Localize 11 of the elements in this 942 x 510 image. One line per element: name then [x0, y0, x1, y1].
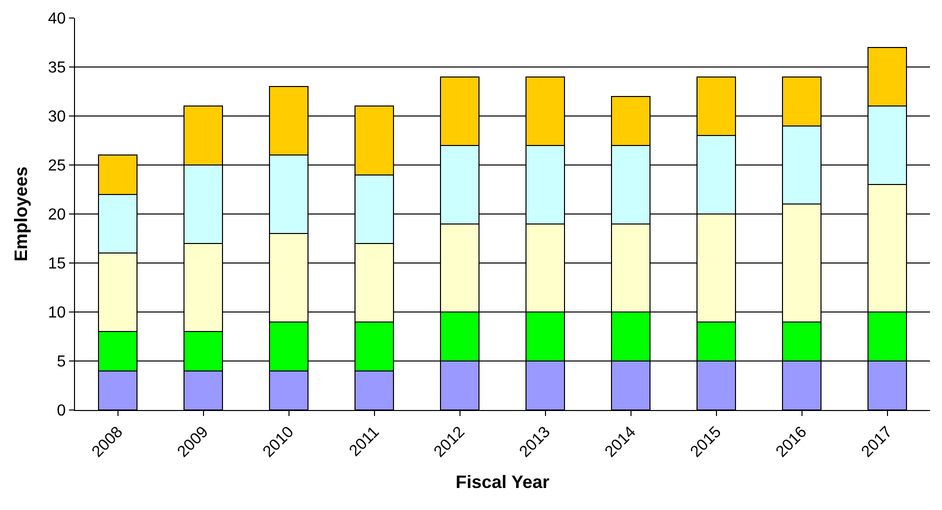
y-tick-label: 5 [56, 354, 66, 371]
y-axis-title: Employees [11, 166, 32, 262]
y-tick-label: 35 [48, 60, 66, 77]
y-tick-label: 10 [48, 304, 66, 322]
y-tick-label: 40 [48, 10, 66, 28]
y-tick-label: 0 [56, 402, 66, 420]
y-tick-label: 25 [48, 158, 66, 175]
y-tick-label: 20 [48, 206, 66, 224]
x-axis-title: Fiscal Year [456, 472, 550, 492]
y-tick-label: 30 [48, 108, 66, 126]
y-tick-label: 15 [48, 256, 66, 273]
